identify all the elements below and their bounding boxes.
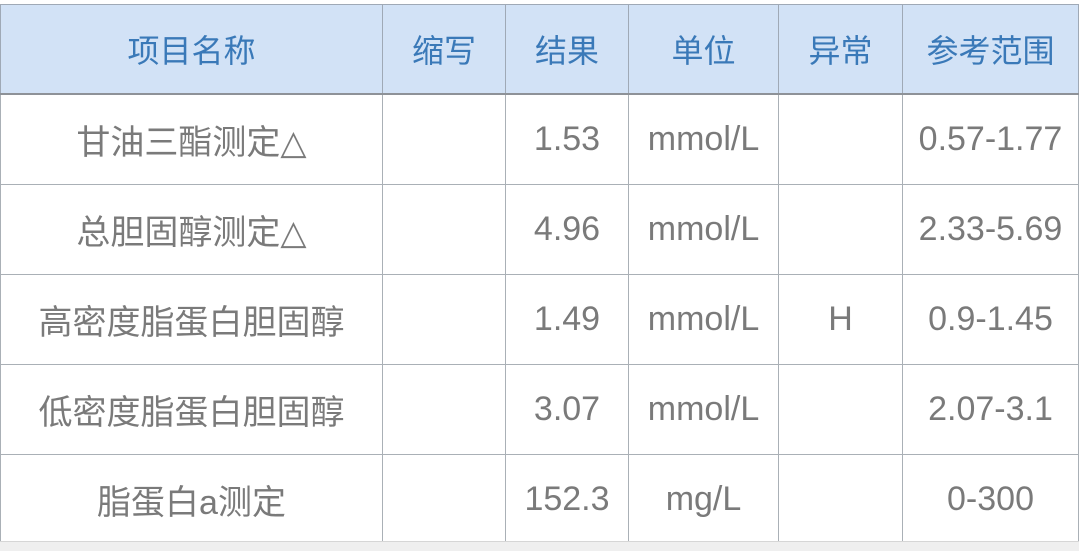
abbreviation-cell (382, 454, 506, 545)
column-header-unit: 单位 (628, 4, 779, 95)
item-name-cell: 甘油三酯测定△ (0, 93, 383, 185)
lab-results-table: 项目名称 缩写 结果 单位 异常 参考范围 甘油三酯测定△ 1.53 mmol/… (0, 4, 1079, 545)
item-name-cell: 脂蛋白a测定 (0, 454, 383, 545)
abbreviation-cell (382, 364, 506, 455)
column-header-item-name: 项目名称 (0, 4, 383, 95)
unit-cell: mg/L (628, 454, 779, 545)
bottom-strip (0, 541, 1079, 551)
unit-cell: mmol/L (628, 364, 779, 455)
table-header-row: 项目名称 缩写 结果 单位 异常 参考范围 (0, 4, 1079, 95)
abbreviation-cell (382, 184, 506, 275)
table-row: 总胆固醇测定△ 4.96 mmol/L 2.33-5.69 (0, 184, 1079, 275)
result-cell: 1.49 (505, 274, 629, 365)
unit-cell: mmol/L (628, 184, 779, 275)
unit-cell: mmol/L (628, 274, 779, 365)
reference-range-cell: 0.9-1.45 (902, 274, 1079, 365)
item-name-cell: 低密度脂蛋白胆固醇 (0, 364, 383, 455)
reference-range-cell: 0.57-1.77 (902, 93, 1079, 185)
table-row: 脂蛋白a测定 152.3 mg/L 0-300 (0, 454, 1079, 545)
result-cell: 1.53 (505, 93, 629, 185)
abnormal-flag-cell (778, 93, 903, 185)
unit-cell: mmol/L (628, 93, 779, 185)
abnormal-flag-cell (778, 454, 903, 545)
table-row: 甘油三酯测定△ 1.53 mmol/L 0.57-1.77 (0, 93, 1079, 185)
item-name-cell: 总胆固醇测定△ (0, 184, 383, 275)
abbreviation-cell (382, 274, 506, 365)
column-header-result: 结果 (505, 4, 629, 95)
item-name-cell: 高密度脂蛋白胆固醇 (0, 274, 383, 365)
abnormal-flag-cell: H (778, 274, 903, 365)
column-header-abnormal-flag: 异常 (778, 4, 903, 95)
result-cell: 152.3 (505, 454, 629, 545)
table-row: 高密度脂蛋白胆固醇 1.49 mmol/L H 0.9-1.45 (0, 274, 1079, 365)
result-cell: 3.07 (505, 364, 629, 455)
column-header-reference-range: 参考范围 (902, 4, 1079, 95)
reference-range-cell: 0-300 (902, 454, 1079, 545)
reference-range-cell: 2.07-3.1 (902, 364, 1079, 455)
table-row: 低密度脂蛋白胆固醇 3.07 mmol/L 2.07-3.1 (0, 364, 1079, 455)
abnormal-flag-cell (778, 184, 903, 275)
result-cell: 4.96 (505, 184, 629, 275)
abnormal-flag-cell (778, 364, 903, 455)
reference-range-cell: 2.33-5.69 (902, 184, 1079, 275)
abbreviation-cell (382, 93, 506, 185)
column-header-abbreviation: 缩写 (382, 4, 506, 95)
